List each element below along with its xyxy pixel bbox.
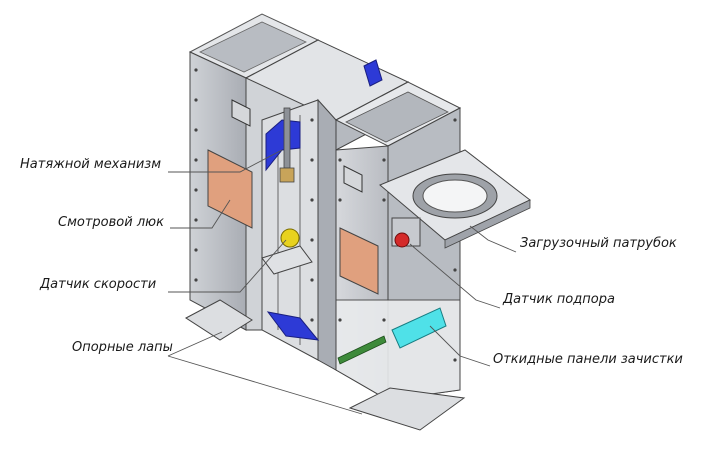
leader-speed bbox=[168, 239, 287, 293]
cleaning-panel bbox=[391, 307, 447, 349]
top-bracket bbox=[363, 59, 383, 87]
tension-bracket-upper bbox=[265, 119, 301, 172]
upper-window-right bbox=[343, 165, 363, 193]
backup-sensor bbox=[394, 232, 410, 248]
leader-inspection bbox=[170, 199, 231, 229]
inlet-flange bbox=[379, 149, 531, 249]
callout-backup-sensor: Датчик подпора bbox=[503, 292, 615, 307]
callout-speed-sensor: Датчик скорости bbox=[40, 277, 157, 292]
leader-lines bbox=[167, 149, 517, 415]
leader-tension bbox=[168, 149, 283, 173]
leader-feet-right bbox=[167, 355, 363, 415]
speed-sensor-mount bbox=[261, 245, 313, 275]
speed-sensor bbox=[280, 228, 300, 248]
upper-window-left bbox=[231, 99, 251, 127]
support-foot-left bbox=[185, 299, 253, 341]
callout-inspection-hatch: Смотровой люк bbox=[58, 215, 164, 230]
callout-support-feet: Опорные лапы bbox=[72, 340, 173, 355]
bolt-rivets bbox=[194, 68, 457, 362]
inspection-panel-right bbox=[339, 227, 379, 295]
callout-inlet: Загрузочный патрубок bbox=[520, 236, 677, 251]
inspection-hatch-left bbox=[0, 0, 1, 1]
callout-cleaning-panels: Откидные панели зачистки bbox=[493, 352, 683, 367]
support-foot-right bbox=[348, 387, 466, 431]
leader-backup bbox=[409, 243, 501, 309]
guide-strip bbox=[337, 335, 387, 365]
leader-feet-left bbox=[167, 331, 223, 357]
leader-cleaning bbox=[429, 325, 491, 367]
tension-screw bbox=[283, 107, 291, 169]
tension-bracket-lower bbox=[266, 311, 320, 341]
leader-inlet bbox=[469, 225, 517, 253]
callout-tension-mechanism: Натяжной механизм bbox=[20, 157, 162, 172]
inspection-panel-left bbox=[207, 149, 253, 229]
tension-block bbox=[279, 167, 295, 183]
